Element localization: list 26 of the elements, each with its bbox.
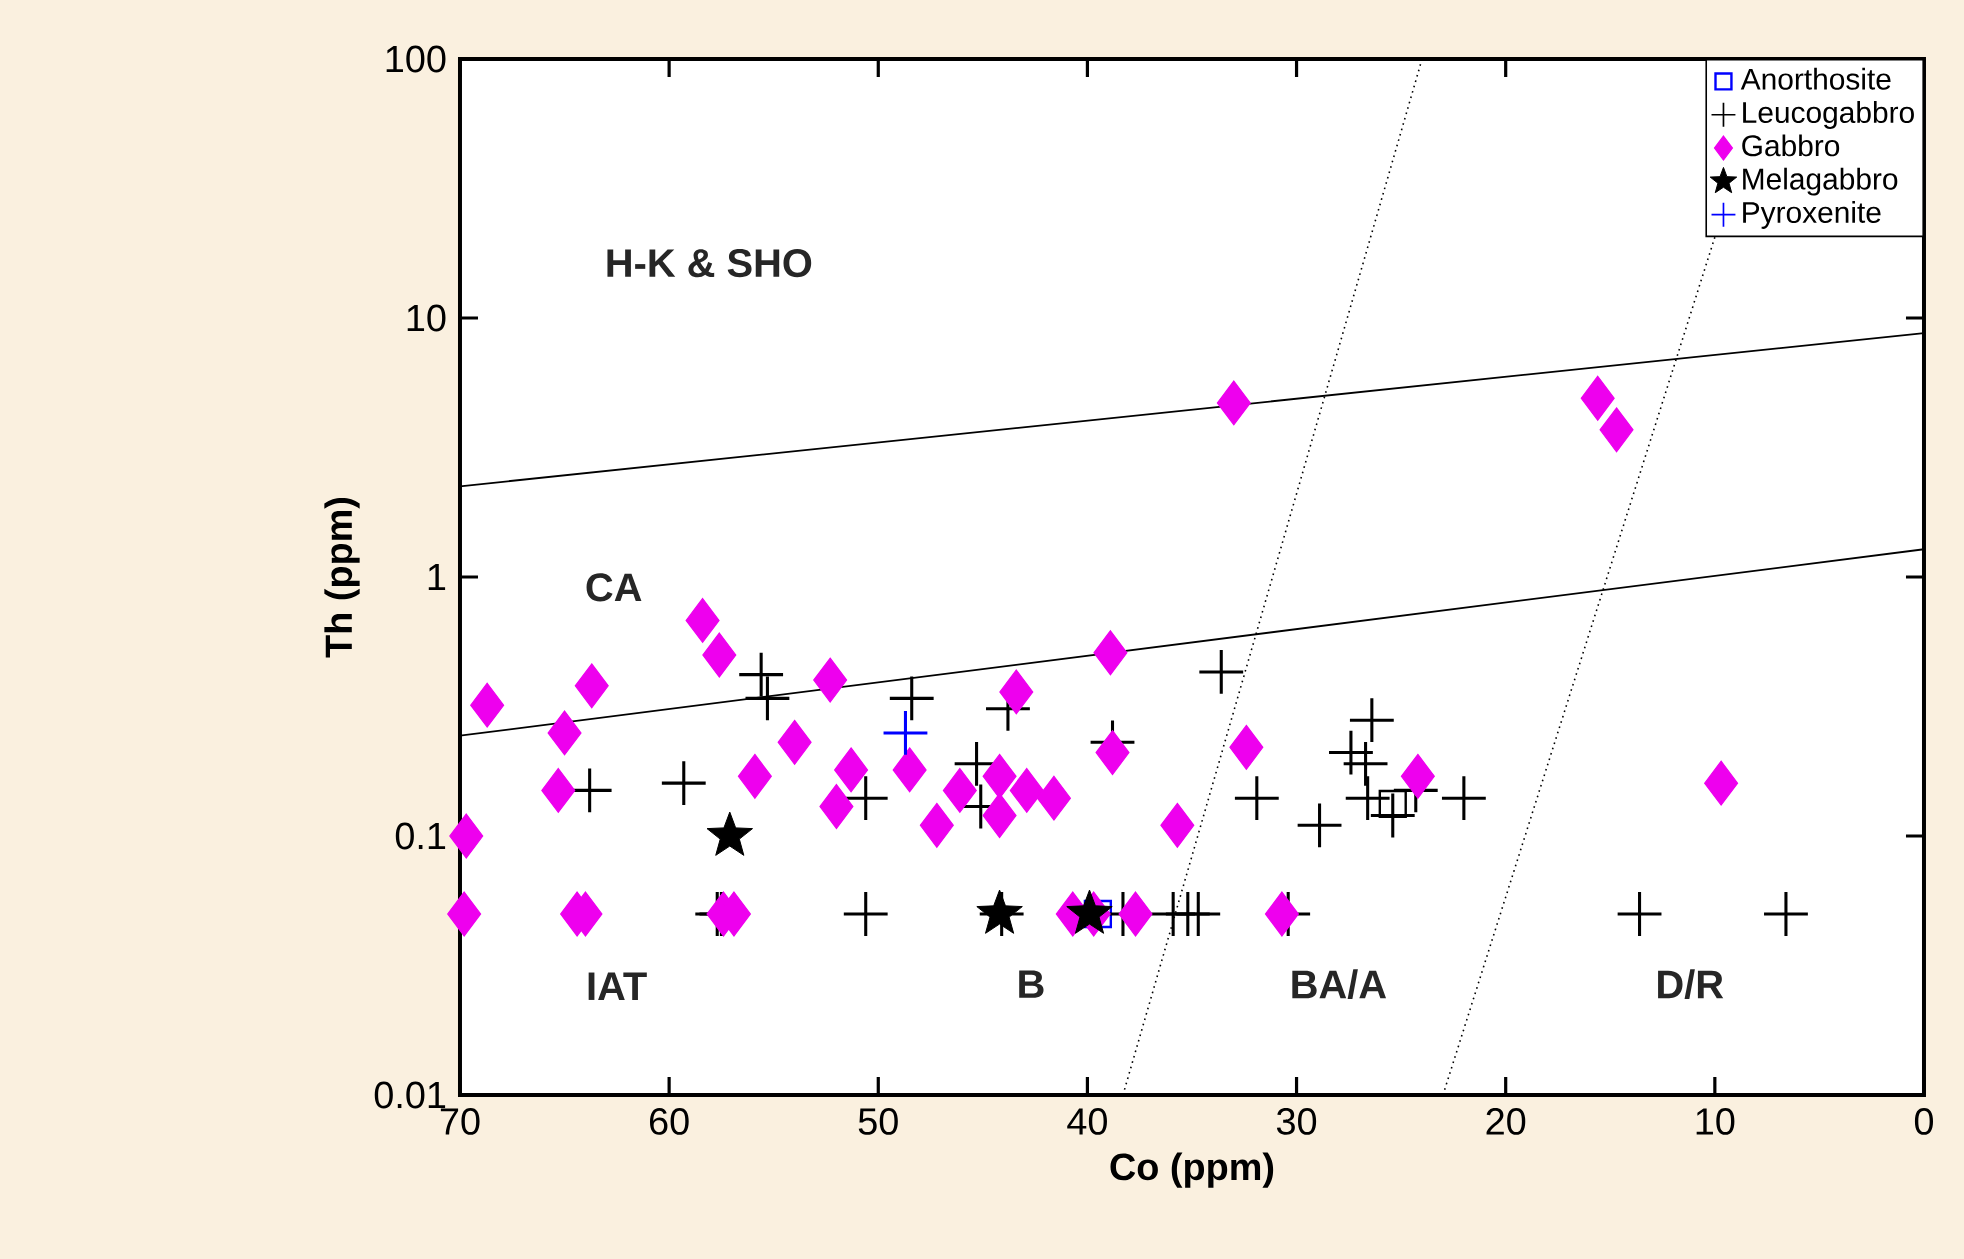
y-tick-label: 10 [407,304,446,332]
x-tick-label: 50 [858,1108,898,1135]
legend-label: Leucogabbro [1743,101,1914,129]
y-tick-label: 0.01 [374,1081,446,1109]
legend-label: Gabbro [1742,134,1840,157]
legend-label: Pyroxenite [1743,201,1881,229]
x-tick-label: 20 [1486,1108,1526,1135]
y-axis-title: Th (ppm) [324,497,360,658]
x-tick-label: 10 [1696,1108,1735,1135]
x-axis-title: Co (ppm) [1110,1152,1274,1188]
annotation: CA [586,573,642,602]
annotation: D/R [1658,969,1724,1000]
annotation: B [1019,970,1044,998]
x-tick-label: 40 [1067,1108,1107,1135]
y-tick-label: 0.1 [395,822,446,850]
y-tick-label: 100 [386,45,446,73]
x-tick-label: 30 [1276,1108,1317,1135]
y-tick-label: 1 [428,564,446,591]
x-tick-label: 70 [440,1108,480,1135]
annotation: H-K & SHO [607,249,812,278]
annotation: BA/A [1292,969,1387,1000]
legend-label: Melagabbro [1743,167,1898,196]
annotation: IAT [588,972,647,1000]
x-tick-label: 0 [1914,1108,1934,1135]
x-tick-label: 60 [649,1108,689,1135]
legend-label: Anorthosite [1740,67,1891,90]
